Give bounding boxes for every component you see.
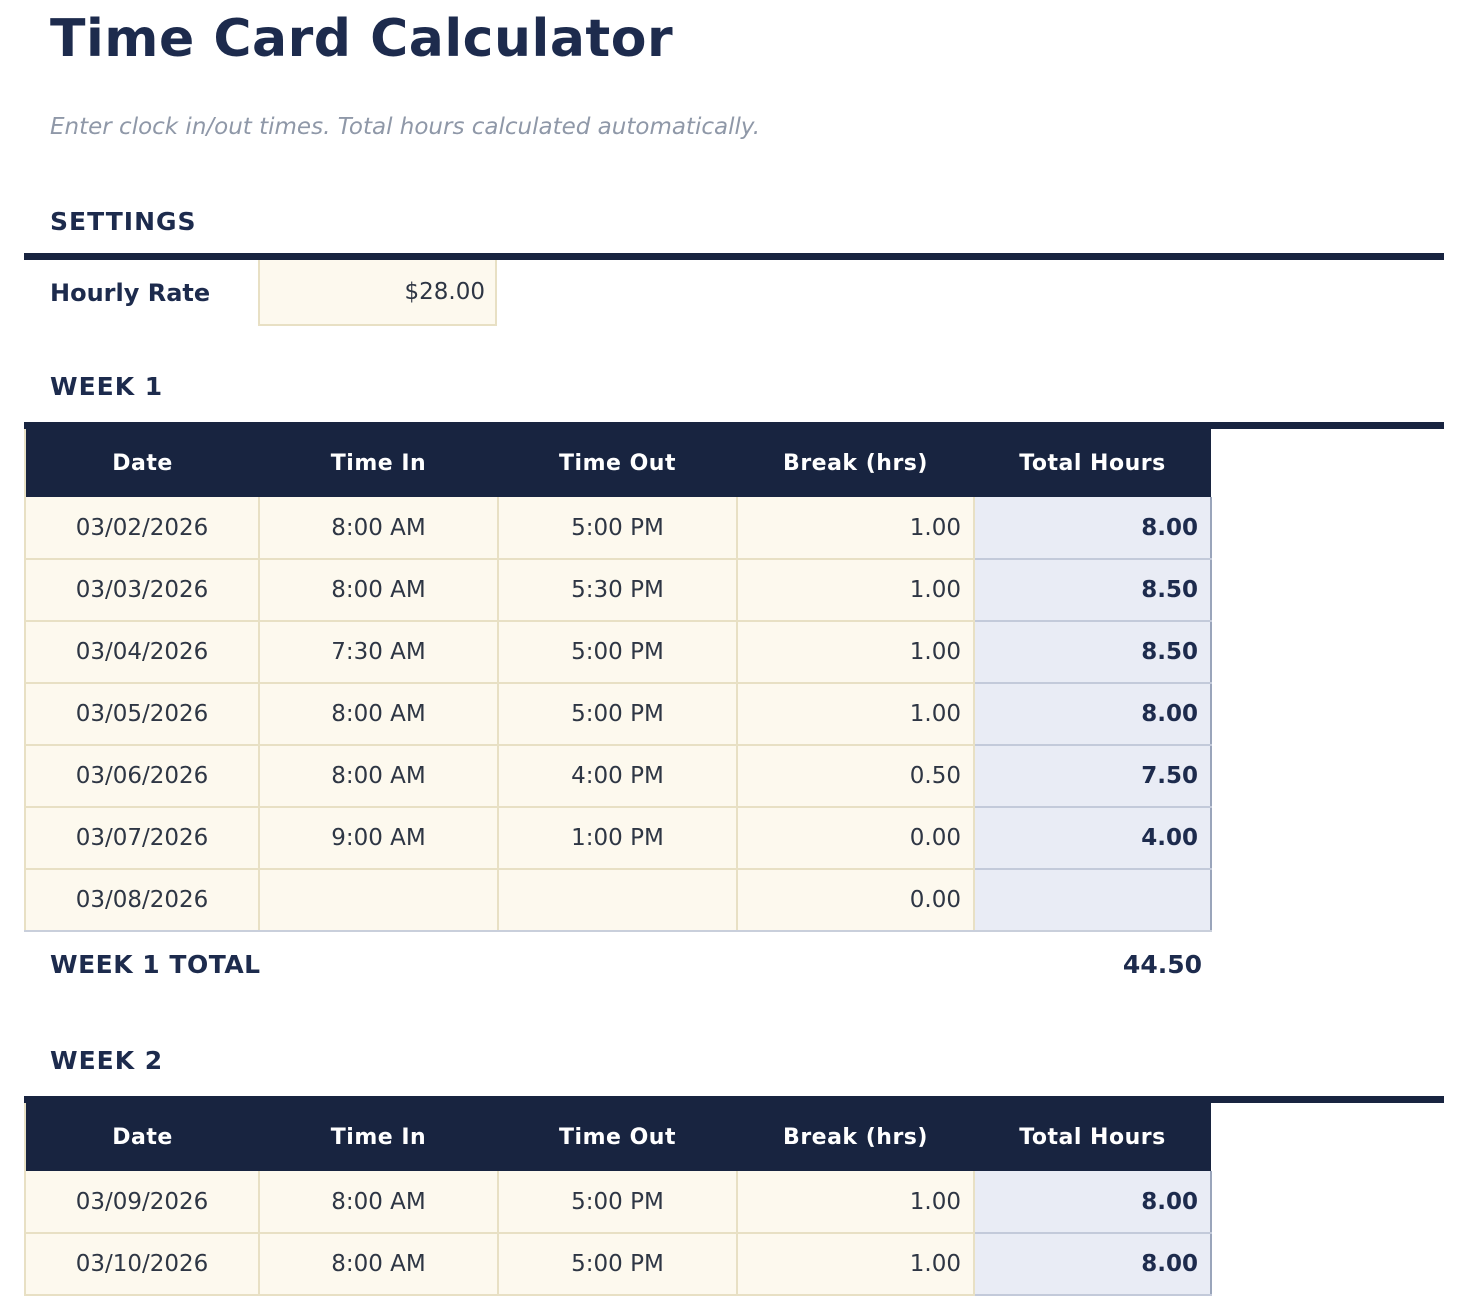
total-hours-cell: 8.00: [973, 497, 1212, 561]
week2-table-body: 03/09/2026 8:00 AM 5:00 PM 1.00 8.00 03/10/20…: [25, 1171, 1212, 1297]
break-cell[interactable]: 1.00: [737, 559, 975, 623]
table-row: 03/07/2026 9:00 AM 1:00 PM 0.00 4.00: [25, 807, 1212, 871]
time-in-cell[interactable]: 9:00 AM: [259, 807, 499, 871]
time-card-page: Time Card Calculator Enter clock in/out …: [24, 9, 1444, 1297]
total-hours-cell: 8.00: [973, 1233, 1212, 1297]
table-row: 03/03/2026 8:00 AM 5:30 PM 1.00 8.50: [25, 559, 1212, 623]
column-header-total-hours: Total Hours: [974, 429, 1211, 498]
break-cell[interactable]: 0.00: [737, 869, 975, 933]
time-in-cell[interactable]: [259, 869, 499, 933]
time-out-cell[interactable]: 5:00 PM: [498, 621, 738, 685]
settings-row: Hourly Rate $28.00: [24, 260, 1444, 327]
time-out-cell[interactable]: 5:00 PM: [498, 683, 738, 747]
total-hours-cell: 7.50: [973, 745, 1212, 809]
week1-heading: WEEK 1: [50, 372, 164, 402]
week2-heading: WEEK 2: [50, 1046, 164, 1076]
total-hours-cell: 8.50: [973, 559, 1212, 623]
total-hours-cell: 8.00: [973, 1171, 1212, 1235]
column-header-date: Date: [25, 429, 259, 498]
week2-table-header: Date Time In Time Out Break (hrs) Total Hour…: [25, 1103, 1211, 1172]
column-header-break-hrs: Break (hrs): [737, 1103, 974, 1172]
time-in-cell[interactable]: 8:00 AM: [259, 497, 499, 561]
break-cell[interactable]: 0.00: [737, 807, 975, 871]
date-cell[interactable]: 03/03/2026: [25, 559, 260, 623]
table-row: 03/09/2026 8:00 AM 5:00 PM 1.00 8.00: [25, 1171, 1212, 1235]
page-title: Time Card Calculator: [50, 9, 674, 69]
week1-total-row: WEEK 1 TOTAL 44.50: [24, 932, 1210, 996]
settings-heading: SETTINGS: [50, 207, 197, 237]
week1-table-body: 03/02/2026 8:00 AM 5:00 PM 1.00 8.00 03/03/20…: [25, 497, 1212, 933]
week2-table: Date Time In Time Out Break (hrs) Total Hour…: [24, 1103, 1212, 1297]
column-header-break-hrs: Break (hrs): [737, 429, 974, 498]
date-cell[interactable]: 03/07/2026: [25, 807, 260, 871]
column-header-date: Date: [25, 1103, 259, 1172]
time-out-cell[interactable]: 5:30 PM: [498, 559, 738, 623]
table-row: 03/05/2026 8:00 AM 5:00 PM 1.00 8.00: [25, 683, 1212, 747]
week1-table: Date Time In Time Out Break (hrs) Total Hour…: [24, 429, 1212, 933]
table-row: 03/02/2026 8:00 AM 5:00 PM 1.00 8.00: [25, 497, 1212, 561]
week1-table-header: Date Time In Time Out Break (hrs) Total Hour…: [25, 429, 1211, 498]
total-hours-cell: 8.00: [973, 683, 1212, 747]
week1-total-label: WEEK 1 TOTAL: [50, 949, 261, 979]
total-hours-cell: 4.00: [973, 807, 1212, 871]
time-out-cell[interactable]: [498, 869, 738, 933]
date-cell[interactable]: 03/08/2026: [25, 869, 260, 933]
total-hours-cell: [973, 869, 1212, 933]
time-in-cell[interactable]: 8:00 AM: [259, 1233, 499, 1297]
column-header-time-out: Time Out: [498, 429, 737, 498]
time-out-cell[interactable]: 5:00 PM: [498, 1171, 738, 1235]
break-cell[interactable]: 1.00: [737, 1233, 975, 1297]
time-out-cell[interactable]: 5:00 PM: [498, 497, 738, 561]
column-header-time-in: Time In: [259, 429, 498, 498]
time-in-cell[interactable]: 8:00 AM: [259, 683, 499, 747]
date-cell[interactable]: 03/05/2026: [25, 683, 260, 747]
break-cell[interactable]: 0.50: [737, 745, 975, 809]
break-cell[interactable]: 1.00: [737, 1171, 975, 1235]
break-cell[interactable]: 1.00: [737, 497, 975, 561]
week2-table-topline: [24, 1096, 1444, 1104]
time-in-cell[interactable]: 7:30 AM: [259, 621, 499, 685]
column-header-time-out: Time Out: [498, 1103, 737, 1172]
column-header-total-hours: Total Hours: [974, 1103, 1211, 1172]
week1-table-topline: [24, 422, 1444, 430]
break-cell[interactable]: 1.00: [737, 621, 975, 685]
hourly-rate-input[interactable]: $28.00: [258, 260, 497, 327]
page-subtitle: Enter clock in/out times. Total hours ca…: [50, 113, 761, 140]
time-in-cell[interactable]: 8:00 AM: [259, 559, 499, 623]
time-out-cell[interactable]: 4:00 PM: [498, 745, 738, 809]
table-row: 03/08/2026 0.00: [25, 869, 1212, 933]
week1-total-value: 44.50: [1122, 949, 1202, 979]
table-row: 03/04/2026 7:30 AM 5:00 PM 1.00 8.50: [25, 621, 1212, 685]
date-cell[interactable]: 03/04/2026: [25, 621, 260, 685]
date-cell[interactable]: 03/06/2026: [25, 745, 260, 809]
time-in-cell[interactable]: 8:00 AM: [259, 1171, 499, 1235]
date-cell[interactable]: 03/02/2026: [25, 497, 260, 561]
time-out-cell[interactable]: 1:00 PM: [498, 807, 738, 871]
table-row: 03/06/2026 8:00 AM 4:00 PM 0.50 7.50: [25, 745, 1212, 809]
date-cell[interactable]: 03/09/2026: [25, 1171, 260, 1235]
time-in-cell[interactable]: 8:00 AM: [259, 745, 499, 809]
date-cell[interactable]: 03/10/2026: [25, 1233, 260, 1297]
time-out-cell[interactable]: 5:00 PM: [498, 1233, 738, 1297]
table-row: 03/10/2026 8:00 AM 5:00 PM 1.00 8.00: [25, 1233, 1212, 1297]
break-cell[interactable]: 1.00: [737, 683, 975, 747]
settings-divider: [24, 253, 1444, 261]
hourly-rate-label: Hourly Rate: [50, 279, 211, 308]
column-header-time-in: Time In: [259, 1103, 498, 1172]
total-hours-cell: 8.50: [973, 621, 1212, 685]
